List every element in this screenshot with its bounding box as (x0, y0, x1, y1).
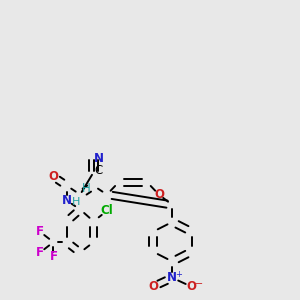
Text: C: C (95, 164, 103, 177)
Text: −: − (195, 279, 203, 289)
Text: F: F (36, 225, 44, 238)
Text: O: O (48, 170, 59, 183)
Text: H: H (71, 197, 80, 207)
Text: O: O (148, 280, 158, 293)
Text: F: F (50, 250, 57, 263)
Text: +: + (175, 270, 182, 279)
Text: N: N (94, 152, 104, 165)
Text: N: N (62, 194, 72, 207)
Text: N: N (167, 271, 177, 284)
Text: H: H (82, 182, 91, 195)
Text: O: O (187, 280, 196, 293)
Text: O: O (154, 188, 164, 201)
Text: F: F (36, 246, 44, 259)
Text: Cl: Cl (100, 204, 113, 218)
